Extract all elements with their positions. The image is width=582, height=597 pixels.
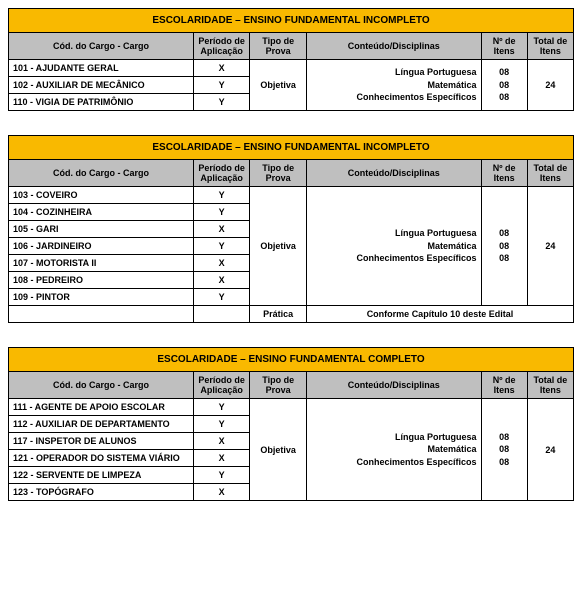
periodo-cell: X	[193, 255, 250, 272]
periodo-cell: X	[193, 433, 250, 450]
num-itens-cell: 080808	[481, 399, 527, 501]
col-header-cargo: Cód. do Cargo - Cargo	[9, 160, 194, 187]
periodo-cell: Y	[193, 238, 250, 255]
periodo-cell: Y	[193, 94, 250, 111]
disciplinas-cell: Língua PortuguesaMatemáticaConhecimentos…	[306, 60, 481, 111]
escolaridade-table-1: ESCOLARIDADE – ENSINO FUNDAMENTAL INCOMP…	[8, 135, 574, 323]
periodo-cell: Y	[193, 289, 250, 306]
col-header-total: Total de Itens	[527, 372, 573, 399]
table-row: 103 - COVEIROYObjetivaLíngua PortuguesaM…	[9, 187, 574, 204]
cargo-cell: 121 - OPERADOR DO SISTEMA VIÁRIO	[9, 450, 194, 467]
table-row: 111 - AGENTE DE APOIO ESCOLARYObjetivaLí…	[9, 399, 574, 416]
num-itens-cell: 080808	[481, 60, 527, 111]
extra-text-cell: Conforme Capítulo 10 deste Edital	[306, 306, 573, 323]
disciplinas-cell: Língua PortuguesaMatemáticaConhecimentos…	[306, 399, 481, 501]
cargo-cell: 101 - AJUDANTE GERAL	[9, 60, 194, 77]
table-row: 101 - AJUDANTE GERALXObjetivaLíngua Port…	[9, 60, 574, 77]
col-header-periodo: Período de Aplicação	[193, 160, 250, 187]
total-itens-cell: 24	[527, 60, 573, 111]
num-itens-cell: 080808	[481, 187, 527, 306]
total-itens-cell: 24	[527, 399, 573, 501]
table-title: ESCOLARIDADE – ENSINO FUNDAMENTAL INCOMP…	[9, 9, 574, 33]
extra-empty-periodo	[193, 306, 250, 323]
col-header-disciplinas: Conteúdo/Disciplinas	[306, 160, 481, 187]
table-title: ESCOLARIDADE – ENSINO FUNDAMENTAL INCOMP…	[9, 136, 574, 160]
escolaridade-table-0: ESCOLARIDADE – ENSINO FUNDAMENTAL INCOMP…	[8, 8, 574, 111]
tipo-prova-cell: Objetiva	[250, 399, 307, 501]
document-root: ESCOLARIDADE – ENSINO FUNDAMENTAL INCOMP…	[8, 8, 574, 501]
col-header-cargo: Cód. do Cargo - Cargo	[9, 33, 194, 60]
col-header-total: Total de Itens	[527, 160, 573, 187]
periodo-cell: X	[193, 484, 250, 501]
col-header-tipo: Tipo de Prova	[250, 160, 307, 187]
col-header-itens: Nº de Itens	[481, 160, 527, 187]
extra-tipo-cell: Prática	[250, 306, 307, 323]
extra-empty-cargo	[9, 306, 194, 323]
cargo-cell: 109 - PINTOR	[9, 289, 194, 306]
cargo-cell: 108 - PEDREIRO	[9, 272, 194, 289]
col-header-cargo: Cód. do Cargo - Cargo	[9, 372, 194, 399]
cargo-cell: 107 - MOTORISTA II	[9, 255, 194, 272]
col-header-itens: Nº de Itens	[481, 33, 527, 60]
periodo-cell: X	[193, 450, 250, 467]
extra-row: PráticaConforme Capítulo 10 deste Edital	[9, 306, 574, 323]
escolaridade-table-2: ESCOLARIDADE – ENSINO FUNDAMENTAL COMPLE…	[8, 347, 574, 501]
total-itens-cell: 24	[527, 187, 573, 306]
periodo-cell: Y	[193, 187, 250, 204]
disciplinas-cell: Língua PortuguesaMatemáticaConhecimentos…	[306, 187, 481, 306]
cargo-cell: 110 - VIGIA DE PATRIMÔNIO	[9, 94, 194, 111]
col-header-periodo: Período de Aplicação	[193, 372, 250, 399]
tipo-prova-cell: Objetiva	[250, 187, 307, 306]
cargo-cell: 117 - INSPETOR DE ALUNOS	[9, 433, 194, 450]
cargo-cell: 112 - AUXILIAR DE DEPARTAMENTO	[9, 416, 194, 433]
col-header-periodo: Período de Aplicação	[193, 33, 250, 60]
periodo-cell: Y	[193, 467, 250, 484]
cargo-cell: 122 - SERVENTE DE LIMPEZA	[9, 467, 194, 484]
cargo-cell: 105 - GARI	[9, 221, 194, 238]
periodo-cell: Y	[193, 399, 250, 416]
col-header-tipo: Tipo de Prova	[250, 33, 307, 60]
cargo-cell: 106 - JARDINEIRO	[9, 238, 194, 255]
periodo-cell: Y	[193, 416, 250, 433]
cargo-cell: 102 - AUXILIAR DE MECÂNICO	[9, 77, 194, 94]
col-header-disciplinas: Conteúdo/Disciplinas	[306, 33, 481, 60]
col-header-itens: Nº de Itens	[481, 372, 527, 399]
cargo-cell: 104 - COZINHEIRA	[9, 204, 194, 221]
col-header-tipo: Tipo de Prova	[250, 372, 307, 399]
col-header-disciplinas: Conteúdo/Disciplinas	[306, 372, 481, 399]
periodo-cell: Y	[193, 204, 250, 221]
periodo-cell: X	[193, 221, 250, 238]
cargo-cell: 111 - AGENTE DE APOIO ESCOLAR	[9, 399, 194, 416]
col-header-total: Total de Itens	[527, 33, 573, 60]
cargo-cell: 123 - TOPÓGRAFO	[9, 484, 194, 501]
table-title: ESCOLARIDADE – ENSINO FUNDAMENTAL COMPLE…	[9, 348, 574, 372]
periodo-cell: X	[193, 272, 250, 289]
tipo-prova-cell: Objetiva	[250, 60, 307, 111]
periodo-cell: X	[193, 60, 250, 77]
periodo-cell: Y	[193, 77, 250, 94]
cargo-cell: 103 - COVEIRO	[9, 187, 194, 204]
